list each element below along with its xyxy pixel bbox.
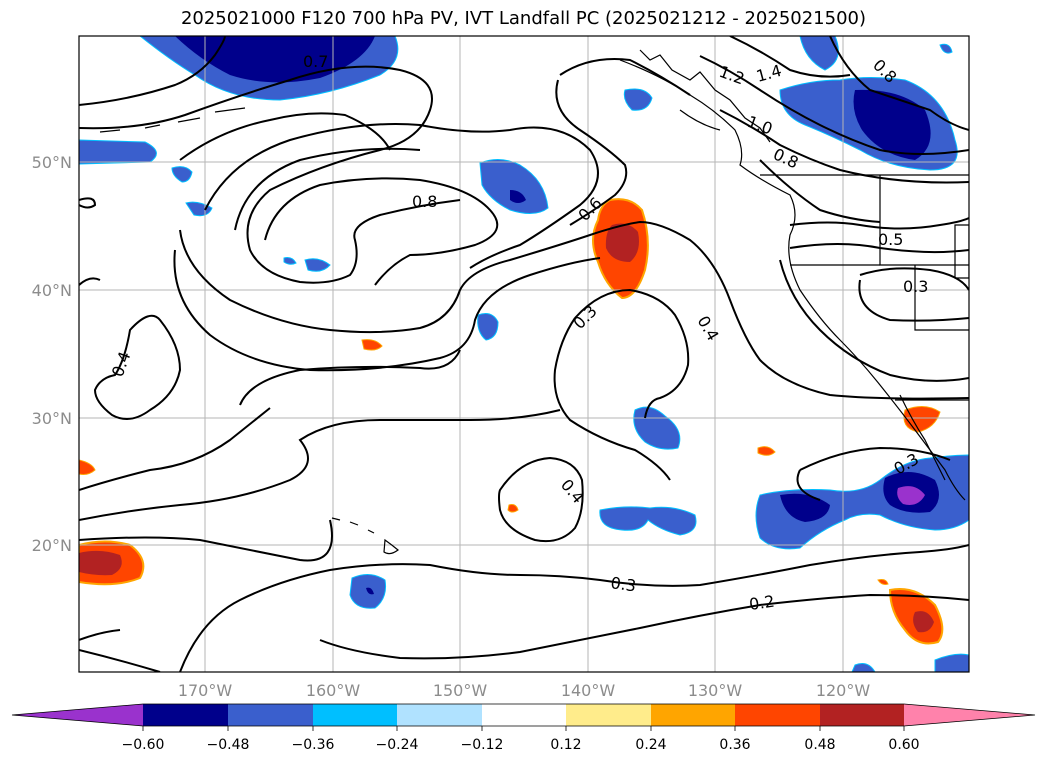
colorbar-tick-label: −0.60 — [122, 737, 165, 753]
colorbar: −0.60 −0.48 −0.36 −0.24 −0.12 0.12 0.24 … — [11, 703, 1036, 753]
colorbar-tick-label: −0.48 — [207, 737, 250, 753]
map-title: 2025021000 F120 700 hPa PV, IVT Landfall… — [180, 8, 867, 29]
colorbar-underflow-arrow — [12, 704, 143, 726]
colorbar-tick-label: −0.36 — [292, 737, 335, 753]
contour-label: 0.2 — [748, 592, 776, 614]
contour-label: 0.5 — [878, 230, 903, 249]
colorbar-tick-label: −0.24 — [376, 737, 419, 753]
colorbar-segment — [228, 704, 313, 726]
lat-label: 50°N — [32, 153, 72, 172]
colorbar-segment — [735, 704, 820, 726]
colorbar-tick-label: 0.36 — [719, 737, 750, 753]
colorbar-tick-label: 0.24 — [635, 737, 666, 753]
latitude-labels: 50°N 40°N 30°N 20°N — [32, 153, 72, 555]
coastlines — [99, 49, 969, 555]
contour-label: 0.8 — [412, 192, 437, 211]
map-frame — [78, 35, 970, 673]
colorbar-segment — [143, 704, 228, 726]
lon-label: 150°W — [433, 681, 488, 700]
contour-label: 0.3 — [609, 573, 637, 595]
colorbar-tick-label: 0.48 — [804, 737, 835, 753]
lon-label: 140°W — [561, 681, 616, 700]
pv-contours — [79, 36, 969, 672]
lon-label: 120°W — [816, 681, 871, 700]
colorbar-segment — [482, 704, 566, 726]
colorbar-tick-label: −0.12 — [461, 737, 504, 753]
colorbar-segment — [397, 704, 482, 726]
lat-label: 30°N — [32, 409, 72, 428]
colorbar-tick-label: 0.60 — [888, 737, 919, 753]
contour-label: 0.3 — [903, 277, 928, 296]
colorbar-overflow-arrow — [904, 704, 1035, 726]
contour-label: 0.7 — [303, 52, 328, 71]
lon-label: 160°W — [306, 681, 361, 700]
lat-label: 20°N — [32, 536, 72, 555]
lon-label: 130°W — [688, 681, 743, 700]
colorbar-segment — [651, 704, 735, 726]
colorbar-segment — [313, 704, 397, 726]
colorbar-segment — [566, 704, 651, 726]
colorbar-tick-label: 0.12 — [550, 737, 581, 753]
lon-label: 170°W — [178, 681, 233, 700]
longitude-labels: 170°W 160°W 150°W 140°W 130°W 120°W — [178, 681, 871, 700]
lat-label: 40°N — [32, 281, 72, 300]
map-panel — [79, 36, 969, 672]
colorbar-segment — [820, 704, 904, 726]
